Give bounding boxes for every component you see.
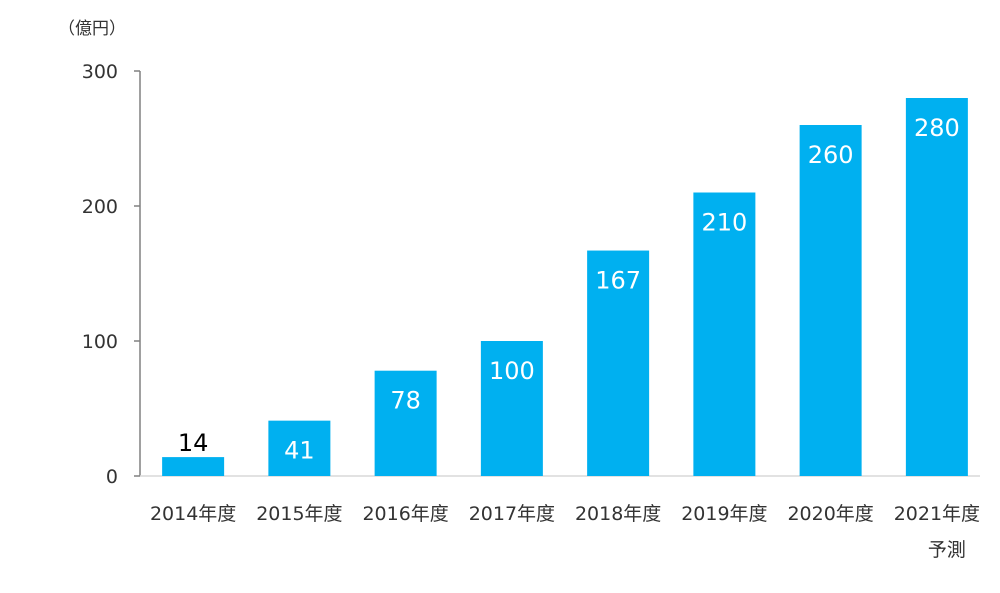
- bar: [162, 457, 225, 476]
- data-label: 280: [914, 114, 960, 142]
- bar: [268, 420, 331, 476]
- y-tick-label: 100: [82, 331, 118, 353]
- y-axis-unit-label: （億円）: [58, 19, 126, 39]
- y-tick-label: 300: [82, 61, 118, 83]
- x-category-label: 予測: [928, 539, 966, 561]
- bar: [480, 341, 543, 476]
- bar: [799, 125, 862, 476]
- y-tick-label: 0: [106, 466, 118, 488]
- x-category-label: 2015年度: [256, 503, 342, 525]
- x-category-label: 2021年度: [894, 503, 980, 525]
- bar: [693, 192, 756, 476]
- data-labels: 14 41 78 100 167 210 260 280: [178, 114, 960, 465]
- x-category-label: 2017年度: [469, 503, 555, 525]
- data-label: 210: [701, 209, 747, 237]
- x-category-label: 2019年度: [681, 503, 767, 525]
- data-label: 14: [178, 429, 209, 457]
- x-category-label: 2020年度: [787, 503, 873, 525]
- data-label: 167: [595, 267, 641, 295]
- bar: [374, 370, 437, 476]
- x-category-label: 2016年度: [362, 503, 448, 525]
- data-label: 260: [808, 141, 854, 169]
- data-label: 100: [489, 357, 535, 385]
- bar: [905, 98, 968, 476]
- data-label: 41: [284, 437, 315, 465]
- y-tick-label: 200: [82, 196, 118, 218]
- bar: [587, 250, 650, 476]
- x-category-label: 2018年度: [575, 503, 661, 525]
- x-category-label: 2014年度: [150, 503, 236, 525]
- data-label: 78: [390, 387, 421, 415]
- bars: [162, 98, 968, 476]
- category-labels: 2014年度 2015年度 2016年度 2017年度 2018年度 2019年度 2020…: [150, 503, 980, 561]
